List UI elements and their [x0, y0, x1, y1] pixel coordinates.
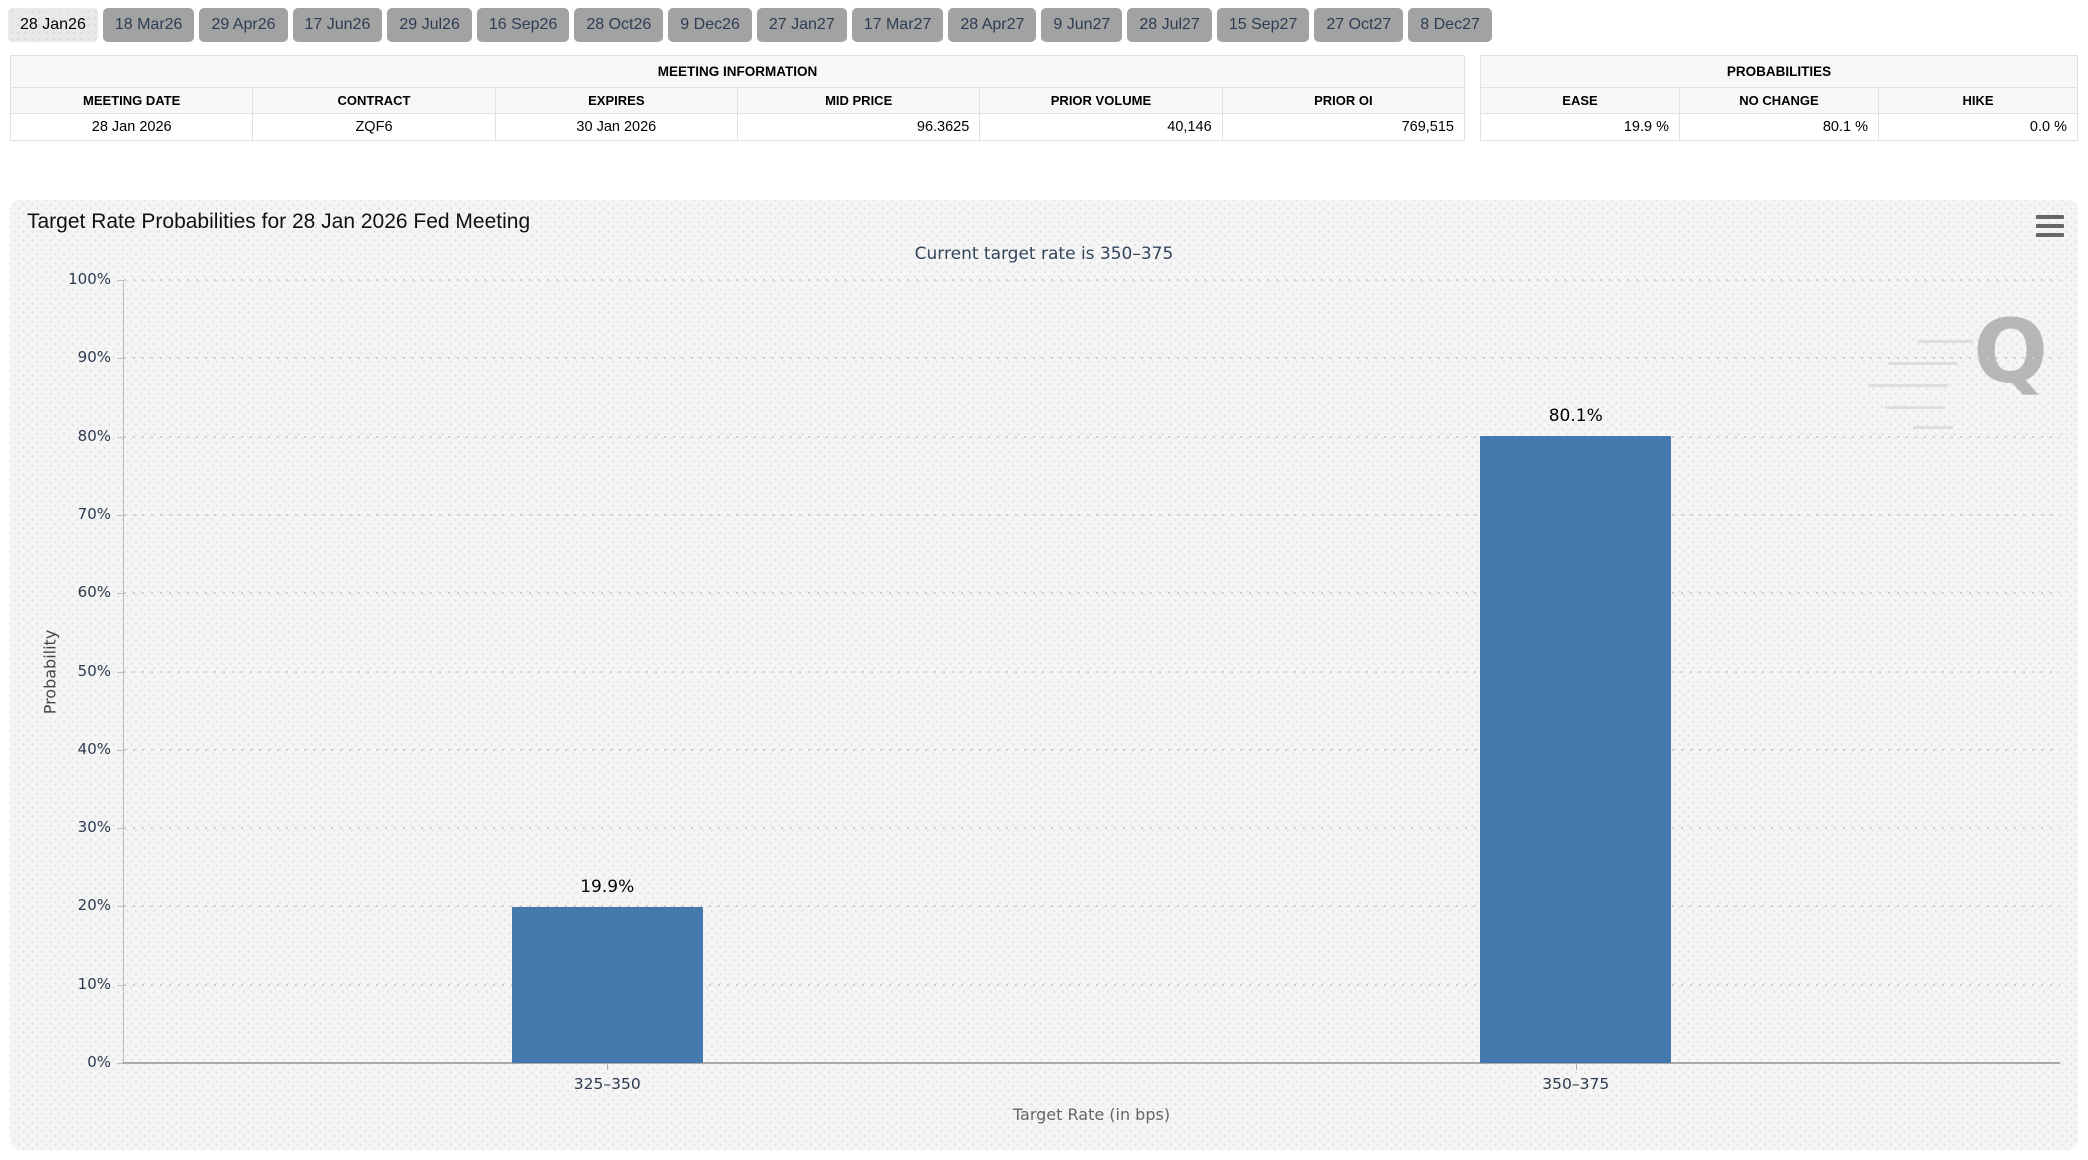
probabilities-value-ease: 19.9 %: [1480, 113, 1680, 141]
tab-9-jun27[interactable]: 9 Jun27: [1041, 8, 1123, 42]
probabilities-value-hike: 0.0 %: [1878, 113, 2078, 141]
y-axis-tick: [117, 984, 123, 986]
y-axis-label: 50%: [77, 661, 111, 680]
meeting-info-value-expires: 30 Jan 2026: [494, 113, 738, 141]
watermark-speed-line: [1888, 362, 1958, 365]
meeting-info-table-title: MEETING INFORMATION: [10, 55, 1465, 88]
y-axis-label: 80%: [77, 426, 111, 445]
probabilities-header-hike: HIKE: [1878, 87, 2078, 114]
tab-28-jan26[interactable]: 28 Jan26: [8, 8, 98, 42]
x-axis-category-label: 350–375: [1542, 1075, 1610, 1093]
chart-subtitle: Current target rate is 350–375: [914, 244, 1174, 264]
tab-28-jul27[interactable]: 28 Jul27: [1127, 8, 1212, 42]
gridline: [124, 748, 2060, 751]
bar-350–375[interactable]: [1480, 435, 1672, 1063]
meeting-info-table: MEETING INFORMATION MEETING DATE CONTRACT E…: [9, 55, 1466, 141]
y-axis-label: 100%: [68, 270, 111, 288]
probabilities-header-ease: EASE: [1480, 87, 1680, 114]
bar-325–350[interactable]: [511, 907, 703, 1063]
y-axis-label: 60%: [77, 583, 111, 602]
y-axis-tick: [117, 906, 123, 908]
summary-tables: MEETING INFORMATION MEETING DATE CONTRACT E…: [9, 55, 2078, 141]
y-axis-label: 40%: [77, 739, 111, 758]
tab-29-jul26[interactable]: 29 Jul26: [387, 8, 472, 42]
tab-18-mar26[interactable]: 18 Mar26: [102, 8, 195, 42]
y-axis-tick: [117, 593, 123, 595]
y-axis-tick: [117, 749, 123, 751]
gridline: [124, 592, 2060, 595]
gridline: [124, 357, 2060, 360]
x-axis-tick: [1575, 1063, 1577, 1070]
y-axis-tick: [117, 358, 123, 360]
gridline: [124, 983, 2060, 986]
y-axis-tick: [117, 514, 123, 516]
y-axis-label: 20%: [77, 896, 111, 915]
y-axis-tick: [117, 828, 123, 830]
gridline: [124, 279, 2060, 281]
hamburger-bar: [2036, 215, 2064, 219]
meeting-info-value-mid-price: 96.3625: [736, 113, 981, 141]
watermark-speed-line: [1918, 340, 1973, 343]
gridline: [124, 905, 2060, 908]
probabilities-header-no-change: NO CHANGE: [1679, 87, 1879, 114]
tab-9-dec26[interactable]: 9 Dec26: [668, 8, 752, 42]
meeting-info-value-meeting-date: 28 Jan 2026: [9, 113, 254, 141]
probabilities-table-title: PROBABILITIES: [1480, 55, 2078, 88]
meeting-info-header-mid-price: MID PRICE: [736, 87, 981, 114]
watermark-speed-line: [1913, 426, 1953, 429]
chart-panel: Target Rate Probabilities for 28 Jan 202…: [10, 200, 2078, 1150]
meeting-info-header-meeting-date: MEETING DATE: [9, 87, 254, 114]
meeting-info-header-prior-oi: PRIOR OI: [1221, 87, 1466, 114]
y-axis-label: 10%: [77, 974, 111, 993]
chart-title: Target Rate Probabilities for 28 Jan 202…: [27, 210, 531, 233]
gridline: [124, 670, 2060, 673]
y-axis-tick: [117, 671, 123, 673]
y-axis-tick: [117, 1063, 123, 1064]
tab-8-dec27[interactable]: 8 Dec27: [1408, 8, 1492, 42]
tab-17-mar27[interactable]: 17 Mar27: [851, 8, 944, 42]
hamburger-bar: [2036, 233, 2064, 237]
meeting-info-header-prior-volume: PRIOR VOLUME: [979, 87, 1223, 114]
meeting-info-header-contract: CONTRACT: [252, 87, 496, 114]
meeting-info-value-prior-volume: 40,146: [979, 113, 1223, 141]
y-axis-label: 70%: [77, 504, 111, 523]
meeting-date-tabbar: 28 Jan26 18 Mar26 29 Apr26 17 Jun26 29 Jul26…: [8, 8, 1492, 42]
meeting-info-value-prior-oi: 769,515: [1221, 113, 1466, 141]
y-axis-tick: [117, 436, 123, 438]
gridline: [124, 513, 2060, 516]
tab-17-jun26[interactable]: 17 Jun26: [292, 8, 383, 42]
hamburger-bar: [2036, 224, 2064, 228]
bar-value-label: 19.9%: [580, 877, 635, 898]
meeting-info-header-expires: EXPIRES: [494, 87, 738, 114]
x-axis-line: [122, 1062, 2060, 1064]
watermark-speed-line: [1885, 406, 1945, 409]
y-axis-line: [123, 280, 124, 1063]
y-axis-label: 90%: [77, 348, 111, 367]
quikstrike-watermark-icon: Q: [1973, 300, 2048, 403]
watermark-speed-line: [1868, 384, 1948, 387]
tab-28-apr27[interactable]: 28 Apr27: [948, 8, 1037, 42]
tab-15-sep27[interactable]: 15 Sep27: [1216, 8, 1310, 42]
y-axis-tick: [117, 280, 123, 281]
tab-16-sep26[interactable]: 16 Sep26: [476, 8, 570, 42]
x-axis-category-label: 325–350: [573, 1075, 641, 1093]
tab-27-jan27[interactable]: 27 Jan27: [756, 8, 847, 42]
gridline: [124, 435, 2060, 438]
gridline: [124, 827, 2060, 830]
tab-28-oct26[interactable]: 28 Oct26: [574, 8, 664, 42]
bar-value-label: 80.1%: [1548, 405, 1603, 426]
x-axis-title: Target Rate (in bps): [1012, 1105, 1171, 1124]
hamburger-menu-icon[interactable]: [2036, 215, 2064, 237]
tab-29-apr26[interactable]: 29 Apr26: [199, 8, 288, 42]
x-axis-tick: [607, 1063, 609, 1070]
probabilities-value-no-change: 80.1 %: [1679, 113, 1879, 141]
tab-27-oct27[interactable]: 27 Oct27: [1314, 8, 1404, 42]
y-axis-label: 30%: [77, 818, 111, 837]
plot-area: Probability Q 0% 10% 20% 30% 40% 50% 60% 70% 80%…: [41, 270, 2060, 1093]
meeting-info-value-contract: ZQF6: [252, 113, 496, 141]
y-axis-label: 0%: [87, 1053, 111, 1071]
probabilities-table: PROBABILITIES EASE NO CHANGE HIKE 19.9 % 80.1…: [1480, 55, 2078, 141]
